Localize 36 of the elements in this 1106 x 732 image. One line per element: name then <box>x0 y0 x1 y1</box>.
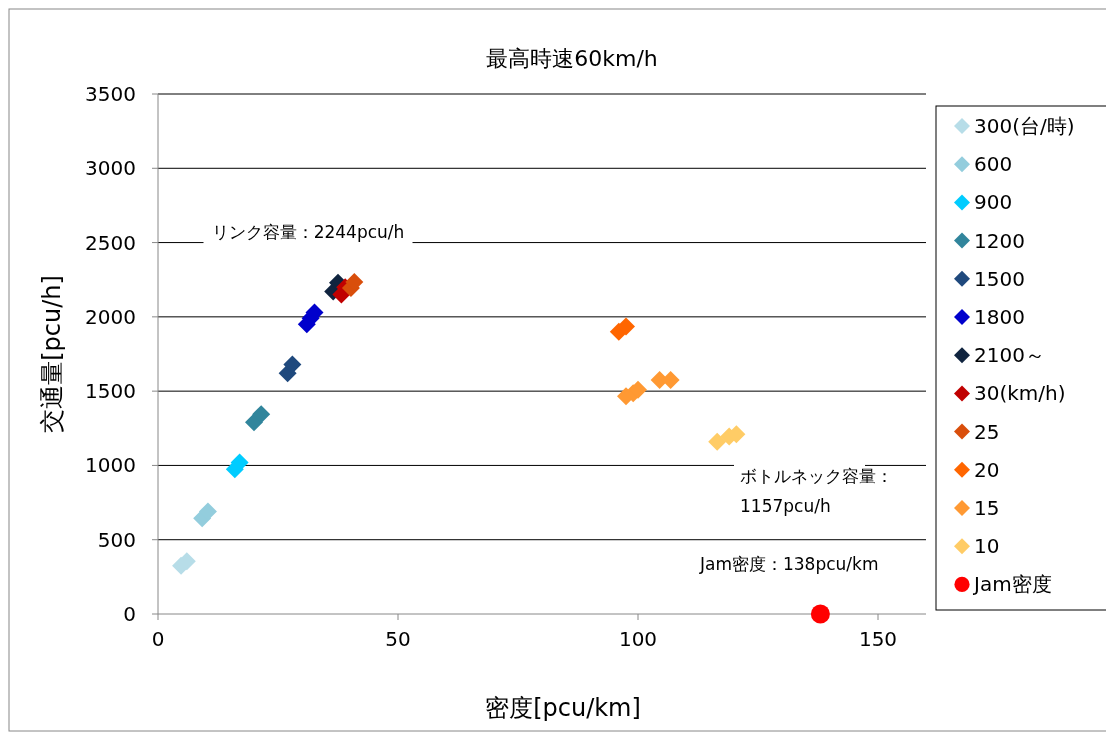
y-tick-label: 2500 <box>85 230 136 255</box>
legend-label: 300(台/時) <box>974 114 1075 138</box>
legend-label: 30(km/h) <box>974 381 1066 406</box>
x-tick-label: 0 <box>151 627 165 651</box>
legend-label: 2100～ <box>974 343 1045 368</box>
point <box>283 355 302 374</box>
y-tick-label: 1000 <box>85 453 136 478</box>
y-tick-label: 2000 <box>85 304 136 329</box>
legend-label: 20 <box>974 457 1000 482</box>
y-tick-label: 3500 <box>85 82 136 106</box>
legend-label: 1200 <box>974 228 1025 253</box>
y-tick-label: 1500 <box>85 379 136 404</box>
point <box>810 604 830 624</box>
annotation: ボトルネック容量： 1157pcu/h <box>740 466 893 516</box>
point <box>252 405 271 424</box>
x-tick-label: 100 <box>618 627 658 651</box>
y-tick-label: 500 <box>97 527 136 552</box>
annotation: Jam密度：138pcu/km <box>699 554 879 574</box>
y-tick-label: 0 <box>123 602 136 626</box>
x-tick-label: 50 <box>385 627 411 651</box>
x-tick-label: 150 <box>858 627 898 651</box>
y-tick-label: 3000 <box>85 156 136 181</box>
legend-label: 1800 <box>974 305 1025 329</box>
y-axis-title: 交通量[pcu/h] <box>38 275 66 433</box>
annotation: リンク容量：2244pcu/h <box>211 222 405 242</box>
legend-label: 15 <box>974 496 1000 520</box>
x-axis-title: 密度[pcu/km] <box>485 694 641 722</box>
point <box>617 317 635 336</box>
point <box>708 432 727 451</box>
legend-label: 25 <box>974 419 1000 444</box>
legend-label: 600 <box>974 152 1013 177</box>
chart-title: 最高時速60km/h <box>486 46 658 71</box>
legend-label: 900 <box>974 190 1013 215</box>
legend-label: Jam密度 <box>972 572 1052 597</box>
legend-label: 1500 <box>974 266 1025 291</box>
legend-label: 10 <box>974 534 1000 559</box>
